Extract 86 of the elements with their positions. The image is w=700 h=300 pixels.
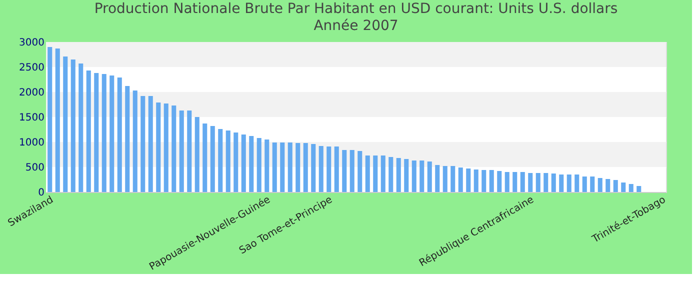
bar bbox=[86, 70, 91, 192]
bar bbox=[303, 143, 308, 192]
bar bbox=[249, 136, 254, 192]
bar bbox=[311, 144, 316, 192]
bar bbox=[148, 96, 153, 192]
bar bbox=[164, 104, 168, 192]
bar bbox=[396, 158, 401, 192]
bar bbox=[628, 184, 634, 192]
bar bbox=[504, 172, 510, 192]
bar bbox=[512, 172, 518, 192]
bar bbox=[365, 156, 370, 192]
bar bbox=[78, 64, 84, 192]
bar bbox=[125, 86, 130, 192]
bar bbox=[288, 142, 292, 192]
y-tick-label: 3000 bbox=[19, 38, 44, 48]
bar bbox=[528, 173, 533, 192]
bar bbox=[102, 74, 106, 192]
bar bbox=[574, 174, 580, 192]
bar bbox=[256, 138, 262, 192]
y-tick-label: 2500 bbox=[19, 62, 44, 74]
bar bbox=[489, 170, 494, 192]
bar bbox=[373, 156, 378, 192]
bar bbox=[48, 47, 52, 192]
y-tick-label: 1000 bbox=[19, 138, 44, 148]
bar bbox=[442, 166, 448, 192]
bar bbox=[334, 146, 339, 192]
bar bbox=[559, 174, 564, 192]
bar bbox=[55, 48, 60, 192]
y-tick-label: 2000 bbox=[19, 88, 44, 98]
bar bbox=[412, 160, 416, 192]
bar bbox=[350, 150, 354, 192]
bar bbox=[380, 156, 386, 192]
bar bbox=[179, 110, 184, 192]
bar bbox=[70, 60, 76, 192]
bar bbox=[551, 174, 556, 192]
y-tick-label: 1500 bbox=[19, 112, 44, 124]
bar bbox=[621, 182, 626, 192]
bar bbox=[458, 168, 463, 192]
bar bbox=[296, 143, 300, 192]
bar bbox=[435, 165, 440, 192]
bar bbox=[466, 168, 471, 192]
bar bbox=[140, 96, 146, 192]
bar bbox=[388, 157, 394, 192]
bar bbox=[606, 179, 610, 192]
bar bbox=[420, 160, 424, 192]
bar bbox=[187, 110, 192, 192]
bar bbox=[172, 106, 176, 192]
bar bbox=[272, 142, 277, 192]
bar bbox=[566, 174, 572, 192]
bar bbox=[636, 186, 642, 192]
bar bbox=[590, 176, 595, 192]
bar bbox=[613, 180, 618, 192]
bar bbox=[450, 166, 456, 192]
bar bbox=[117, 78, 122, 192]
bar bbox=[598, 178, 602, 192]
y-tick-label: 500 bbox=[25, 162, 44, 174]
bar bbox=[404, 159, 409, 192]
bar bbox=[474, 170, 478, 192]
bar bbox=[110, 76, 114, 192]
bar bbox=[234, 132, 238, 192]
bar bbox=[427, 162, 432, 192]
bar bbox=[497, 171, 502, 192]
bar bbox=[482, 170, 486, 192]
bar bbox=[226, 130, 230, 192]
bar bbox=[264, 140, 270, 192]
bar bbox=[544, 173, 548, 192]
chart-title: Production Nationale Brute Par Habitant en USD courant: Units U.S. dollars bbox=[94, 1, 618, 17]
bar bbox=[210, 126, 215, 192]
bar bbox=[358, 151, 362, 192]
y-tick-label: 0 bbox=[38, 188, 44, 198]
bar bbox=[326, 146, 332, 192]
bar bbox=[280, 142, 285, 192]
bar bbox=[520, 172, 525, 192]
bar bbox=[132, 90, 138, 192]
bar bbox=[94, 73, 99, 192]
bar bbox=[342, 150, 347, 192]
bar bbox=[241, 134, 246, 192]
bar bbox=[63, 56, 68, 192]
bar bbox=[536, 173, 540, 192]
bar bbox=[218, 129, 223, 192]
bar bbox=[318, 146, 324, 192]
bar bbox=[582, 176, 587, 192]
bar bbox=[156, 102, 161, 192]
chart-subtitle: Année 2007 bbox=[314, 18, 398, 34]
bar bbox=[202, 124, 208, 192]
bar bbox=[194, 117, 200, 192]
